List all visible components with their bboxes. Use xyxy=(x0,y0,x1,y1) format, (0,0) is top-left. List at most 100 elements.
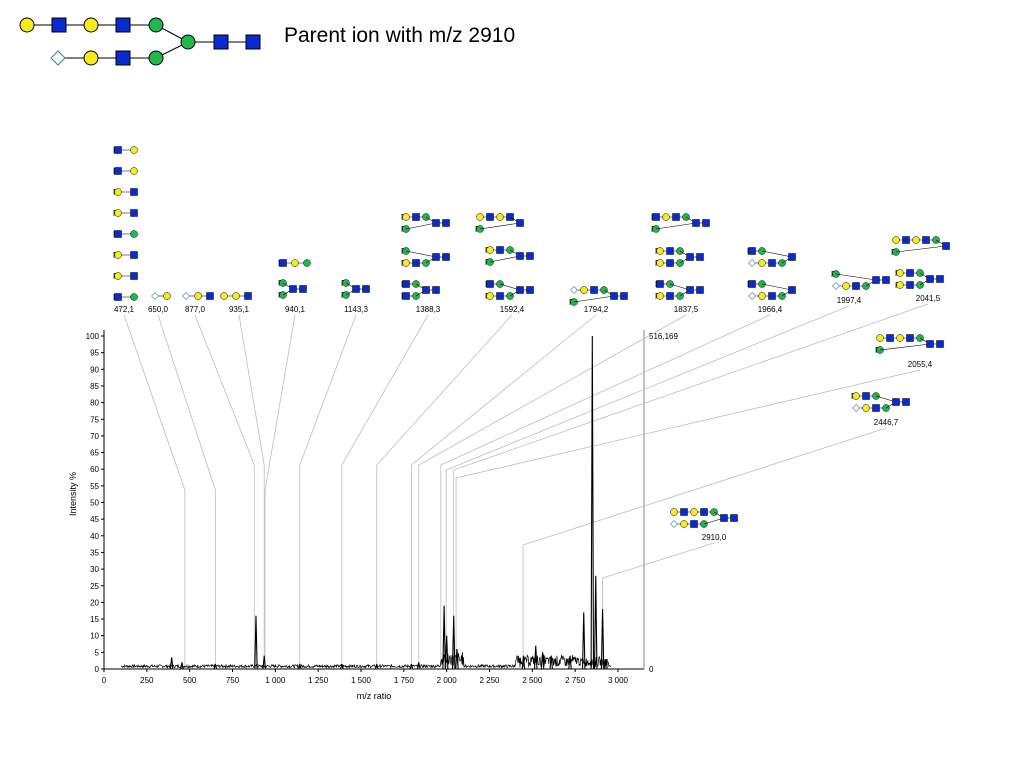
fragment-label: 2055,4 xyxy=(908,360,933,369)
glucnac-icon xyxy=(666,247,674,255)
fucose-icon xyxy=(570,286,578,294)
glucnac-icon xyxy=(906,281,914,289)
glucnac-icon xyxy=(402,280,410,288)
spectrum-peak xyxy=(590,335,595,670)
fragment-leader xyxy=(194,314,255,669)
fragment-label: 2446,7 xyxy=(874,418,899,427)
y-tick-label: 80 xyxy=(90,399,99,408)
spectrum-baseline xyxy=(120,652,612,669)
fragment-structure: F xyxy=(569,286,628,307)
y-tick-label: 100 xyxy=(86,332,100,341)
x-tick-label: 500 xyxy=(183,676,197,685)
y-tick-label: 45 xyxy=(90,515,99,524)
fragment-leader xyxy=(410,314,597,669)
glucnac-icon xyxy=(788,253,796,261)
fragment-structure: FFF xyxy=(278,259,311,300)
glucnac-icon xyxy=(666,259,674,267)
galactose-icon xyxy=(852,392,860,400)
y-tick-label: 20 xyxy=(90,598,99,607)
spectrum-peak xyxy=(604,658,608,670)
galactose-icon xyxy=(842,282,850,290)
y-tick-label: 0 xyxy=(95,665,100,674)
y-tick-label: 85 xyxy=(90,382,99,391)
spectrum-peak xyxy=(262,655,266,670)
fragment-structure: F xyxy=(851,392,910,412)
glucnac-icon xyxy=(936,340,944,348)
glucnac-icon xyxy=(882,276,890,284)
galactose-icon xyxy=(580,286,588,294)
galactose-icon xyxy=(130,146,138,154)
glucnac-icon xyxy=(245,34,261,50)
fucose-icon xyxy=(748,292,756,300)
fragment-structure: F xyxy=(113,188,138,197)
fragment-labels: 472,1 650,0 877,0 935,1 940,1 1143,3 1388,3 159… xyxy=(114,294,941,542)
fragment-leader xyxy=(455,369,921,669)
galactose-icon xyxy=(656,292,664,300)
glucnac-icon xyxy=(115,17,131,33)
fragment-label: 1966,4 xyxy=(758,305,783,314)
glucnac-icon xyxy=(702,219,710,227)
spectrum-peak xyxy=(600,609,605,670)
galactose-icon xyxy=(896,334,904,342)
fragment-structure: FFF xyxy=(891,236,950,290)
galactose-icon xyxy=(19,17,35,33)
galactose-icon xyxy=(758,259,766,267)
glucnac-icon xyxy=(748,247,756,255)
glucnac-icon xyxy=(432,253,440,261)
fragment-leader xyxy=(440,314,771,669)
spectrum-peak xyxy=(416,662,421,670)
galactose-icon xyxy=(130,167,138,175)
glucnac-icon xyxy=(115,50,131,66)
x-tick-label: 0 xyxy=(102,676,107,685)
glucnac-icon xyxy=(690,520,698,528)
glucnac-icon xyxy=(748,280,756,288)
spectrum-peak xyxy=(451,615,456,670)
spectrum-peak xyxy=(581,612,586,670)
glucnac-icon xyxy=(902,398,910,406)
mannose-icon xyxy=(180,34,196,50)
galactose-icon xyxy=(656,259,664,267)
fragment-leader xyxy=(602,542,715,669)
x-tick-label: 2 250 xyxy=(479,676,500,685)
chart-axes xyxy=(103,330,645,670)
glucnac-icon xyxy=(412,259,420,267)
fucose-icon xyxy=(182,292,190,300)
x-tick-label: 3 000 xyxy=(608,676,629,685)
fragment-leader xyxy=(238,314,265,669)
fragment-structure: F xyxy=(113,293,138,302)
galactose-icon xyxy=(83,17,99,33)
x-axis-label: m/z ratio xyxy=(357,691,392,701)
galactose-icon xyxy=(194,292,202,300)
y-tick-label: 5 xyxy=(95,648,100,657)
galactose-icon xyxy=(232,292,240,300)
spectrum-peak xyxy=(340,663,344,670)
glucnac-icon xyxy=(442,219,450,227)
glucnac-icon xyxy=(51,17,67,33)
glucnac-icon xyxy=(686,286,694,294)
glucnac-icon xyxy=(696,253,704,261)
galactose-icon xyxy=(896,269,904,277)
x-tick-label: 750 xyxy=(226,676,240,685)
y-tick-label: 55 xyxy=(90,482,99,491)
galactose-icon xyxy=(670,508,678,516)
glucnac-icon xyxy=(590,286,598,294)
mannose-icon xyxy=(148,17,164,33)
y-axis-label: Intensity % xyxy=(68,472,78,516)
glucnac-icon xyxy=(610,292,618,300)
glucnac-icon xyxy=(526,286,534,294)
fragment-structure: FF xyxy=(747,247,796,300)
spectrum-peak xyxy=(521,655,526,670)
galactose-icon xyxy=(114,251,122,259)
galactose-icon xyxy=(291,259,299,267)
glucnac-icon xyxy=(906,334,914,342)
spectrum-peak xyxy=(409,663,414,670)
galactose-icon xyxy=(758,292,766,300)
galactose-icon xyxy=(83,50,99,66)
x-tick-label: 1 500 xyxy=(351,676,372,685)
glucnac-icon xyxy=(244,292,252,300)
fragment-structure xyxy=(220,292,252,300)
glucnac-icon xyxy=(526,252,534,260)
glucnac-icon xyxy=(936,275,944,283)
glucnac-icon xyxy=(114,167,122,175)
glucnac-icon xyxy=(213,34,229,50)
